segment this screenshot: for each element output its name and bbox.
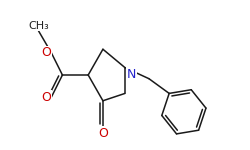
Text: O: O xyxy=(42,46,51,59)
Text: O: O xyxy=(98,127,108,140)
Text: O: O xyxy=(42,91,51,104)
Text: CH₃: CH₃ xyxy=(28,21,49,31)
Text: N: N xyxy=(127,68,136,81)
